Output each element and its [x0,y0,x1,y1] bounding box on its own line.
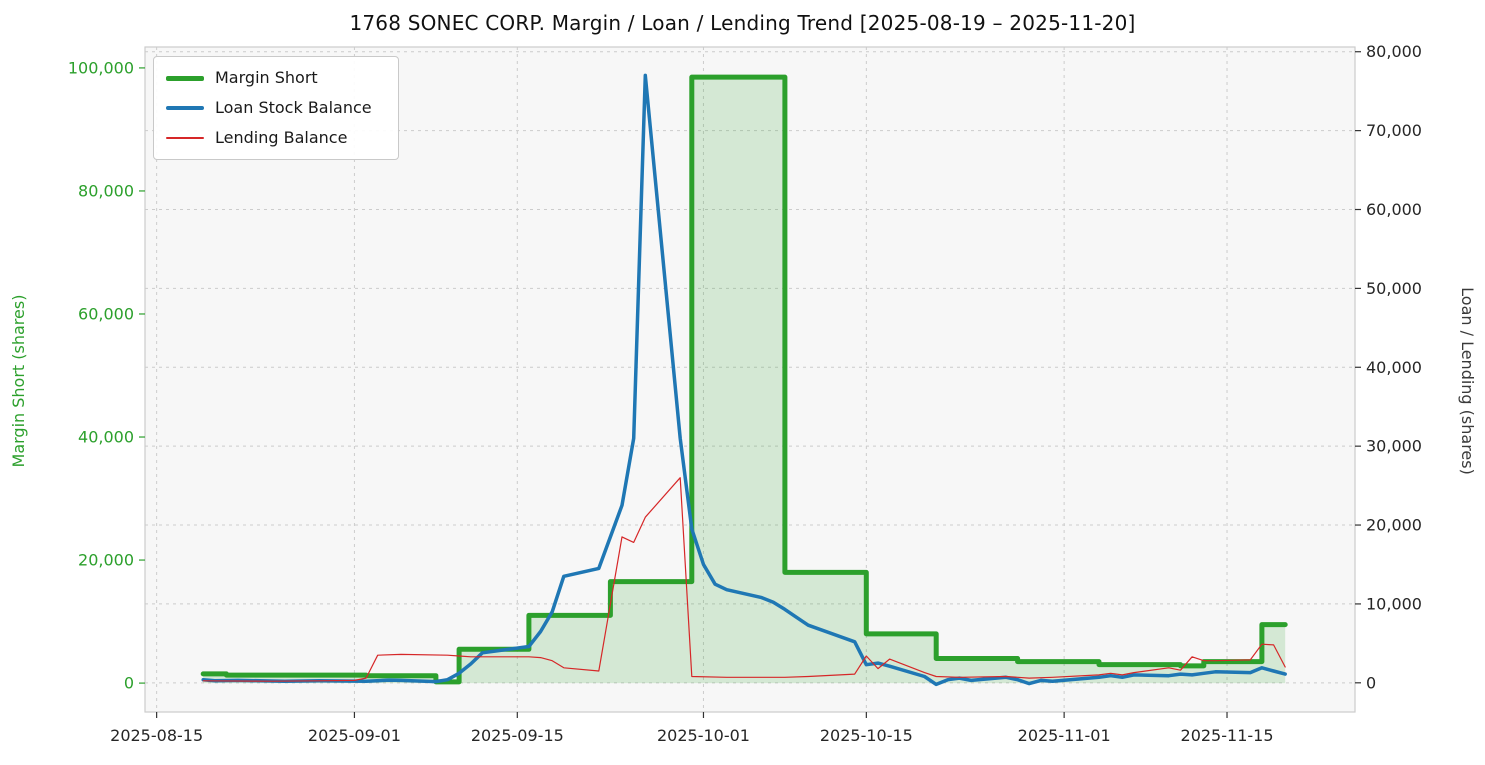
x-tick-label: 2025-10-01 [657,726,750,745]
series-area-margin-short [203,77,1286,684]
y-tick-label-right: 30,000 [1366,437,1422,456]
series-line-margin-short [200,74,1288,685]
plot-border [144,46,1356,713]
x-tick-label: 2025-10-15 [820,726,913,745]
x-tick-label: 2025-09-01 [308,726,401,745]
legend-label-lending-balance: Lending Balance [215,128,348,147]
series-line-loan-stock-balance [201,73,1287,687]
legend-line-loan-stock-balance-icon [166,106,204,110]
y-tick-label-left: 80,000 [78,181,134,200]
y-tick-label-right: 60,000 [1366,200,1422,219]
y-tick-label-right: 40,000 [1366,358,1422,377]
legend-entry-lending-balance: Lending Balance [166,128,372,148]
legend-line-lending-balance-icon [166,137,204,139]
y-tick-label-right: 20,000 [1366,516,1422,535]
x-tick-label: 2025-11-15 [1181,726,1274,745]
legend-label-margin-short: Margin Short [215,68,318,87]
y-axis-label-left: Margin Short (shares) [9,295,28,468]
chart-title: 1768 SONEC CORP. Margin / Loan / Lending… [349,11,1136,35]
series-line-lending-balance [202,477,1286,682]
series-group [200,73,1288,687]
y-tick-label-left: 20,000 [78,551,134,570]
legend-line-margin-short-icon [166,75,204,81]
gridlines [145,47,1355,712]
x-tick-label: 2025-08-15 [110,726,203,745]
y-tick-label-left: 0 [124,674,134,693]
x-tick-label: 2025-11-01 [1018,726,1111,745]
legend-label-loan-stock-balance: Loan Stock Balance [215,98,372,117]
legend: Margin Short Loan Stock Balance Lending … [153,56,399,160]
y-tick-label-right: 80,000 [1366,42,1422,61]
legend-entry-loan-stock-balance: Loan Stock Balance [166,98,372,118]
y-tick-label-left: 40,000 [78,428,134,447]
y-tick-label-right: 10,000 [1366,594,1422,613]
y-tick-label-left: 100,000 [68,58,134,77]
y-tick-label-left: 60,000 [78,304,134,323]
legend-entry-margin-short: Margin Short [166,68,372,88]
y-tick-label-right: 50,000 [1366,279,1422,298]
x-tick-label: 2025-09-15 [471,726,564,745]
axis-ticks: 0 20,000 40,000 60,000 80,000 100,000 0 10,000 2… [68,42,1422,745]
y-tick-label-right: 70,000 [1366,121,1422,140]
y-tick-label-right: 0 [1366,673,1376,692]
y-axis-label-right: Loan / Lending (shares) [1458,287,1477,475]
